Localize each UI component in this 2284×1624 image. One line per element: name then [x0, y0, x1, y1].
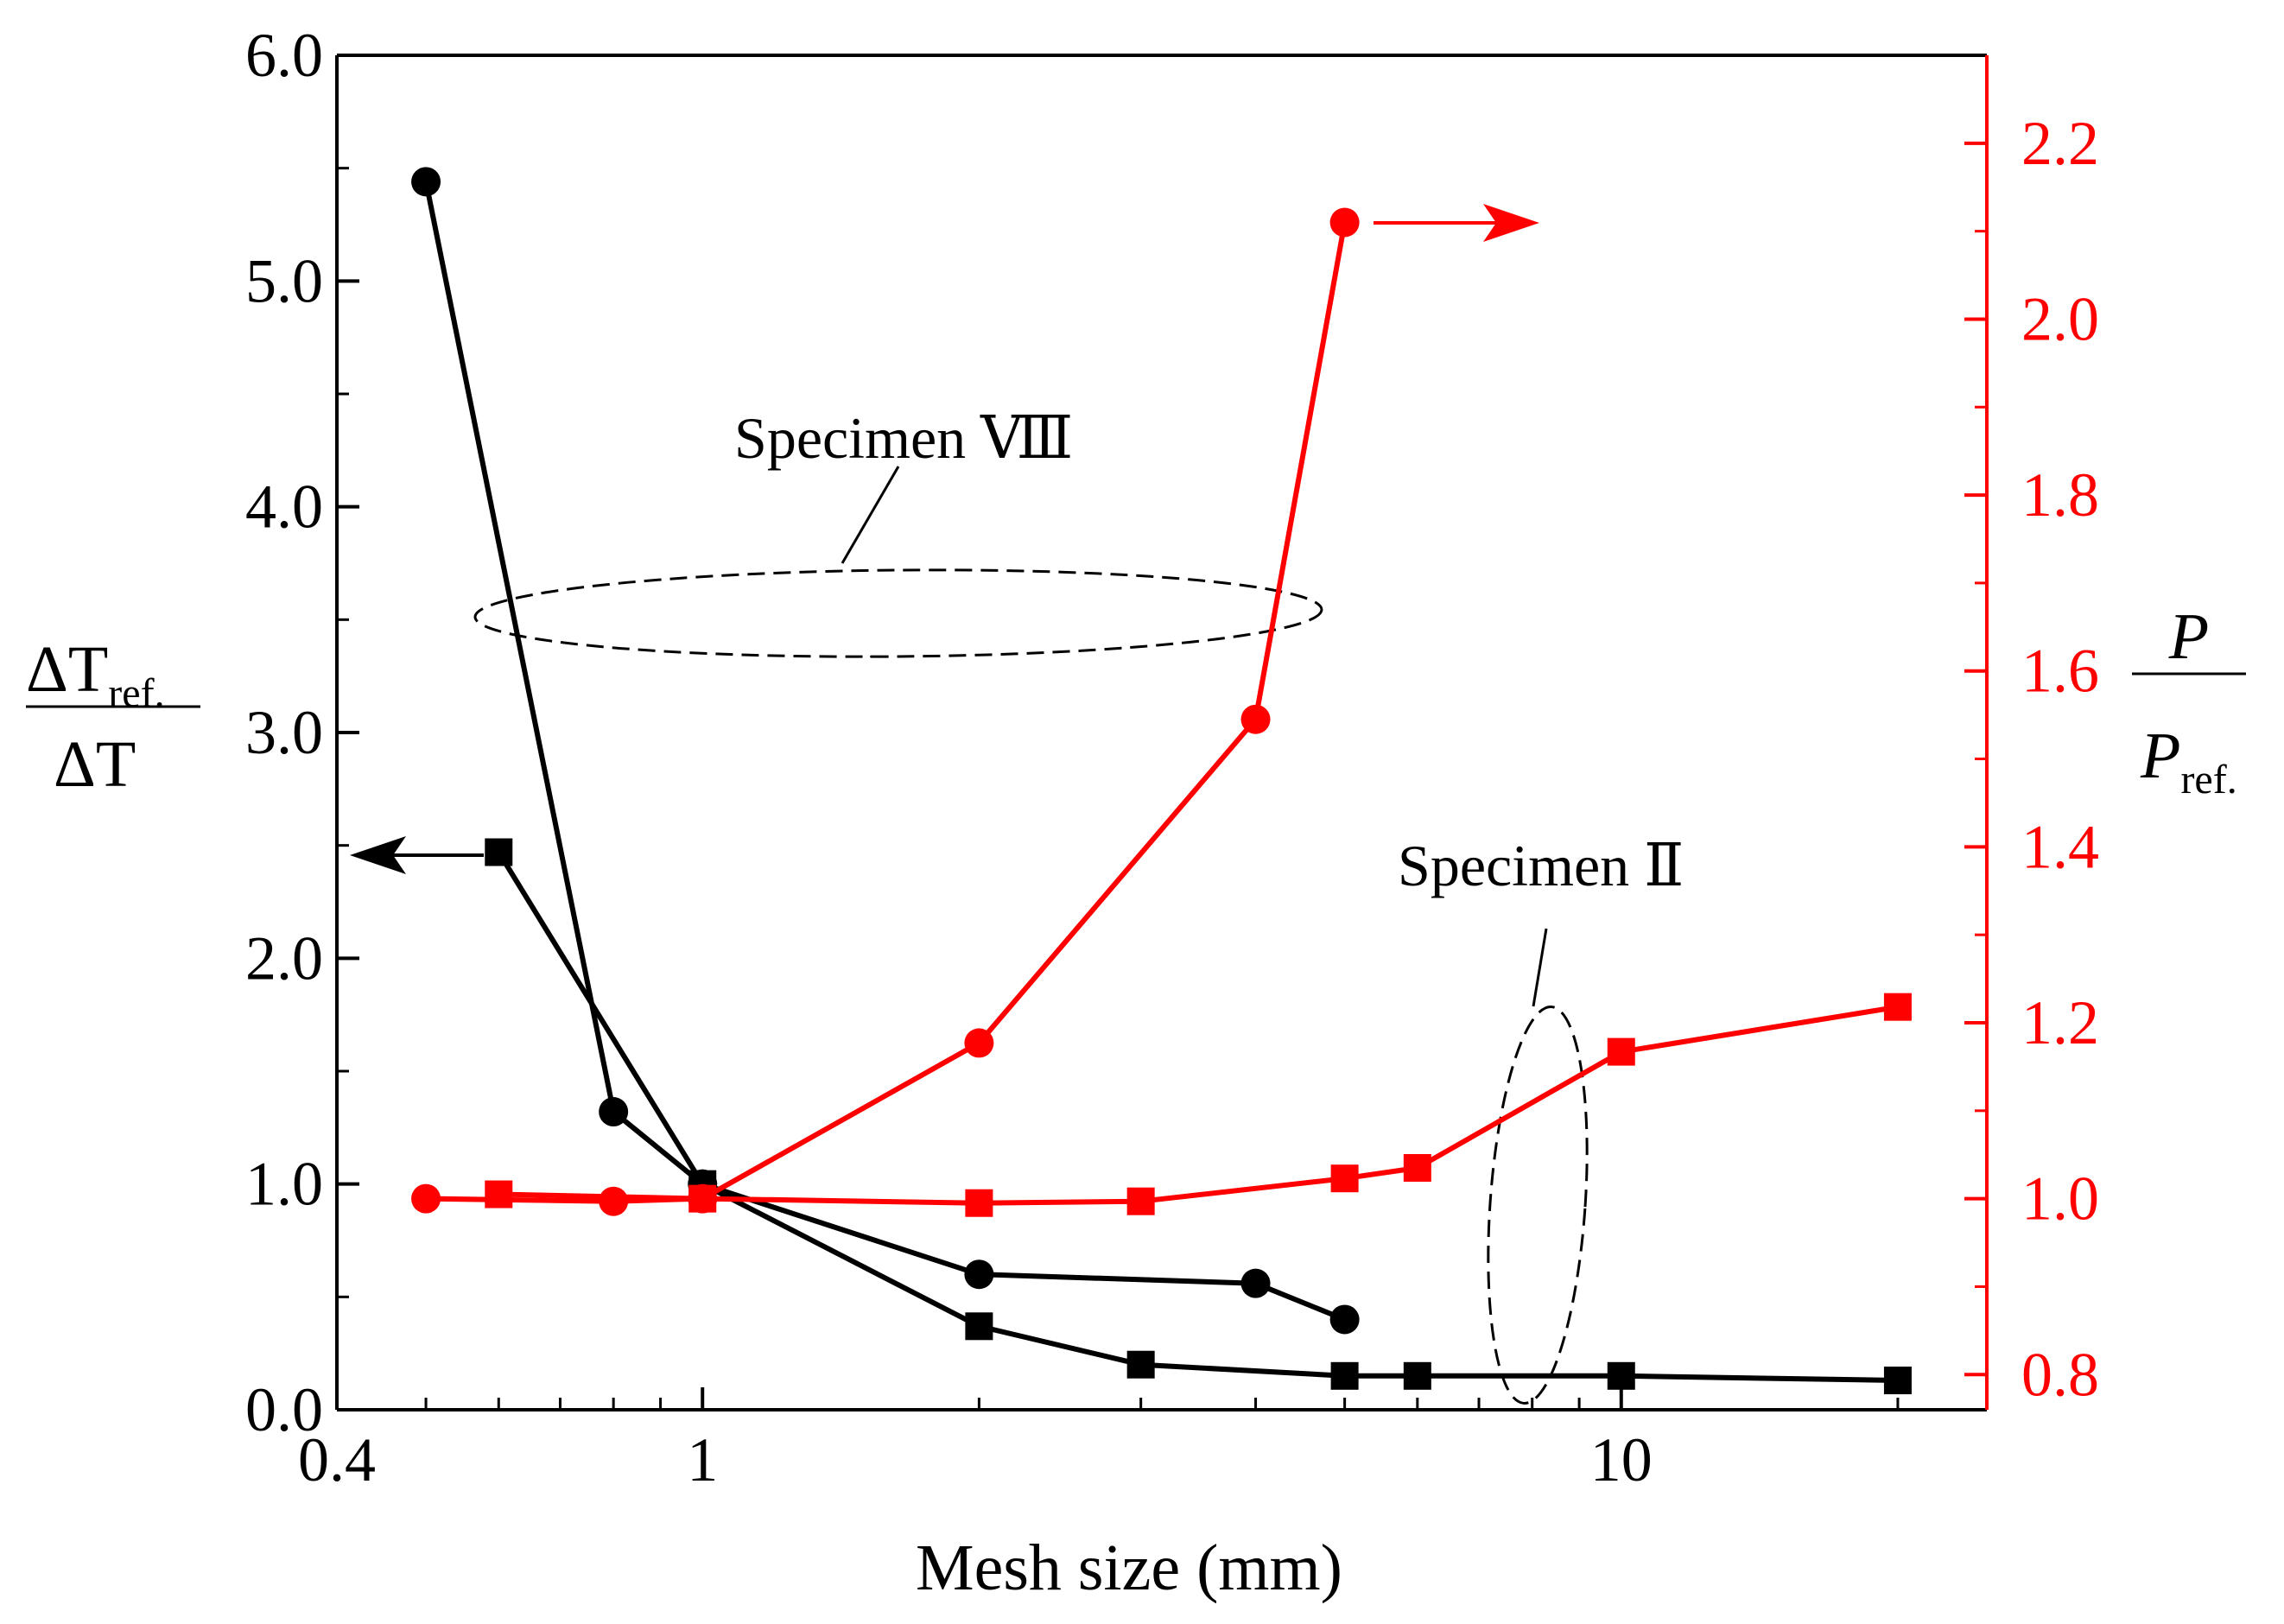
data-point-square	[688, 1184, 717, 1213]
data-point-square	[1126, 1350, 1155, 1379]
y-right-tick-label: 1.2	[2021, 988, 2099, 1057]
y-left-tick-label: 1.0	[245, 1150, 323, 1219]
data-point-square	[1403, 1361, 1431, 1390]
data-point-circle	[1329, 207, 1360, 238]
data-point-circle	[1240, 1268, 1271, 1298]
series-layer	[411, 167, 1912, 1395]
data-point-square	[1607, 1037, 1635, 1066]
specimen-ii-ellipse	[1487, 1005, 1589, 1405]
y-right-tick-label: 1.0	[2021, 1164, 2099, 1234]
series-3	[485, 993, 1912, 1217]
y-left-tick-label: 3.0	[245, 698, 323, 767]
data-point-circle	[1240, 704, 1271, 734]
y-left-tick-label: 0.0	[245, 1375, 323, 1444]
specimen-viii-leader	[841, 466, 900, 564]
data-point-circle	[1329, 1304, 1360, 1335]
right-y-axis-title: P Pref.	[2132, 600, 2246, 802]
series-1	[485, 838, 1912, 1395]
y-left-tick-label: 5.0	[245, 246, 323, 315]
series-line	[498, 1004, 1899, 1206]
left-y-axis-title: ΔTref. ΔT	[26, 633, 200, 801]
right-axis-arrow-head	[1483, 204, 1539, 242]
data-point-square	[965, 1189, 993, 1217]
y-left-tick-label: 4.0	[245, 473, 323, 542]
left-axis-arrow-head	[350, 836, 406, 874]
axis-arrows	[350, 204, 1539, 874]
data-point-circle	[599, 1186, 629, 1216]
y-left-ticks: 0.0 1.0 2.0 3.0 4.0 5.0 6.0	[245, 21, 359, 1444]
data-point-square	[1607, 1361, 1635, 1390]
y-right-tick-label: 1.6	[2021, 637, 2099, 706]
y-right-ticks: 0.8 1.0 1.2 1.4 1.6 1.8 2.0 2.2	[1964, 109, 2099, 1409]
data-point-circle	[599, 1097, 629, 1127]
right-title-numerator: P	[2168, 600, 2209, 673]
specimen-viii-label: Specimen Ⅷ	[734, 405, 1073, 471]
y-right-tick-label: 2.2	[2021, 109, 2099, 178]
y-right-tick-label: 0.8	[2021, 1340, 2099, 1409]
data-point-circle	[964, 1259, 994, 1290]
right-title-denominator: Pref.	[2140, 720, 2237, 802]
annotations: Specimen Ⅷ Specimen Ⅱ	[473, 405, 1684, 1405]
y-left-tick-label: 6.0	[245, 21, 323, 90]
data-point-circle	[964, 1028, 994, 1058]
data-point-square	[1883, 1367, 1912, 1395]
data-point-square	[1883, 993, 1912, 1021]
data-point-square	[1330, 1164, 1359, 1193]
data-point-square	[485, 838, 513, 866]
left-title-num-main: ΔT	[26, 633, 108, 706]
left-title-numerator: ΔTref.	[26, 633, 165, 716]
x-tick-label: 10	[1590, 1425, 1653, 1494]
plot-frame	[335, 54, 1989, 1411]
specimen-ii-label: Specimen Ⅱ	[1398, 833, 1684, 898]
series-line	[496, 850, 1898, 1383]
y-right-tick-label: 1.4	[2021, 812, 2099, 881]
x-ticks: 0.4 1 10	[298, 1387, 1900, 1494]
data-point-square	[1126, 1187, 1155, 1215]
left-title-denominator: ΔT	[54, 728, 136, 801]
data-point-square	[1330, 1361, 1359, 1390]
data-point-circle	[411, 1183, 441, 1214]
series-line	[426, 221, 1348, 1204]
y-right-tick-label: 1.8	[2021, 460, 2099, 530]
y-left-tick-label: 2.0	[245, 923, 323, 993]
series-0	[411, 167, 1360, 1335]
data-point-square	[1403, 1154, 1431, 1182]
x-tick-label: 1	[687, 1425, 718, 1494]
series-2	[411, 207, 1360, 1216]
data-point-square	[485, 1180, 513, 1208]
series-line	[423, 181, 1346, 1323]
x-axis-title: Mesh size (mm)	[916, 1532, 1342, 1604]
data-point-square	[965, 1312, 993, 1341]
specimen-ii-leader	[1532, 928, 1548, 1007]
right-title-den-main: P	[2140, 720, 2180, 792]
specimen-viii-ellipse	[473, 568, 1323, 658]
left-title-num-sub: ref.	[108, 670, 164, 716]
x-tick-label: 0.4	[298, 1425, 376, 1494]
right-title-den-sub: ref.	[2180, 757, 2236, 802]
data-point-circle	[411, 167, 441, 197]
y-right-tick-label: 2.0	[2021, 284, 2099, 353]
